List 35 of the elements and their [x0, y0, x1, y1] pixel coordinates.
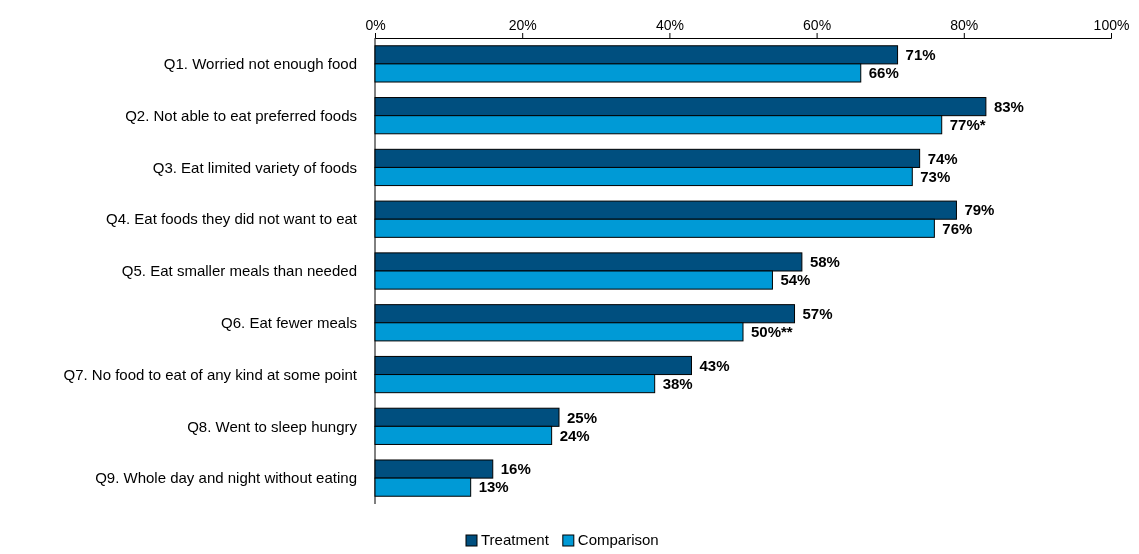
data-label: 38%	[662, 374, 693, 392]
y-tick-label: Q6. Eat fewer meals	[221, 314, 357, 332]
x-tick-label: 100%	[1093, 17, 1130, 33]
data-label: 16%	[500, 460, 531, 478]
data-label: 79%	[964, 201, 995, 219]
legend-label: Comparison	[577, 531, 659, 548]
y-tick-label: Q1. Worried not enough food	[163, 55, 357, 73]
data-label: 77%*	[949, 115, 986, 133]
data-label: 13%	[478, 478, 509, 496]
data-label: 74%	[927, 149, 958, 167]
data-label: 66%	[868, 64, 899, 82]
data-label: 24%	[559, 426, 590, 444]
data-label: 43%	[699, 356, 730, 374]
y-tick-label: Q7. No food to eat of any kind at some point	[63, 365, 358, 383]
legend-label: Treatment	[481, 531, 550, 548]
data-label: 73%	[920, 167, 951, 185]
data-label: 83%	[993, 97, 1024, 115]
data-label: 57%	[802, 304, 833, 322]
y-tick-label: Q3. Eat limited variety of foods	[152, 158, 357, 176]
y-tick-label: Q9. Whole day and night without eating	[95, 469, 357, 487]
y-tick-label: Q8. Went to sleep hungry	[187, 417, 358, 435]
x-tick-label: 60%	[803, 17, 832, 33]
data-label: 50%**	[751, 323, 793, 341]
data-label: 58%	[809, 253, 840, 271]
x-tick-label: 80%	[950, 17, 979, 33]
y-tick-label: Q5. Eat smaller meals than needed	[121, 262, 357, 280]
y-tick-label: Q4. Eat foods they did not want to eat	[106, 210, 358, 228]
x-tick-label: 0%	[365, 17, 386, 33]
x-tick-label: 40%	[655, 17, 684, 33]
data-label: 54%	[780, 271, 811, 289]
data-label: 25%	[567, 408, 598, 426]
data-label: 71%	[905, 46, 936, 64]
data-label: 76%	[942, 219, 973, 237]
x-tick-label: 20%	[508, 17, 537, 33]
y-tick-label: Q2. Not able to eat preferred foods	[125, 106, 357, 124]
